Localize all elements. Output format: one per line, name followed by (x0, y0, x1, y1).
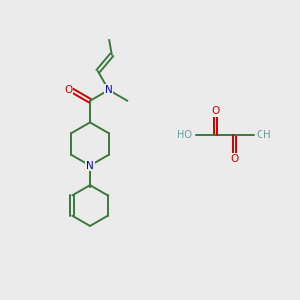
Text: N: N (105, 85, 112, 95)
Text: O: O (211, 106, 219, 116)
Text: O: O (231, 154, 239, 164)
Text: N: N (86, 160, 94, 171)
Text: H: H (263, 130, 271, 140)
Text: O: O (256, 130, 265, 140)
Text: HO: HO (177, 130, 192, 140)
Text: O: O (64, 85, 72, 95)
